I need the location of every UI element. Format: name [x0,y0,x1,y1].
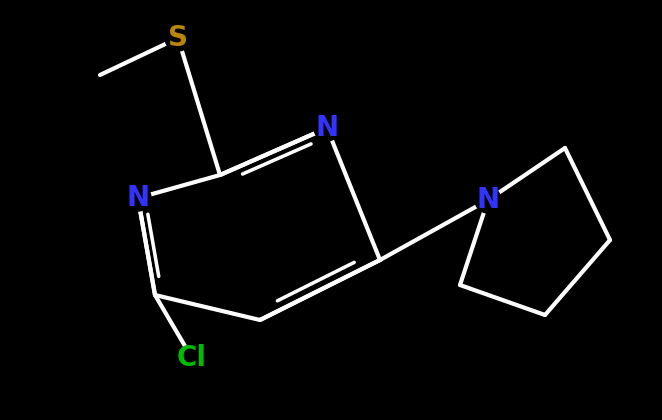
Circle shape [125,185,151,211]
Text: N: N [126,184,150,212]
Text: N: N [315,114,338,142]
Circle shape [475,187,501,213]
Circle shape [179,345,205,371]
Text: Cl: Cl [177,344,207,372]
Text: N: N [477,186,500,214]
Text: S: S [168,24,188,52]
Circle shape [165,25,191,51]
Circle shape [314,115,340,141]
